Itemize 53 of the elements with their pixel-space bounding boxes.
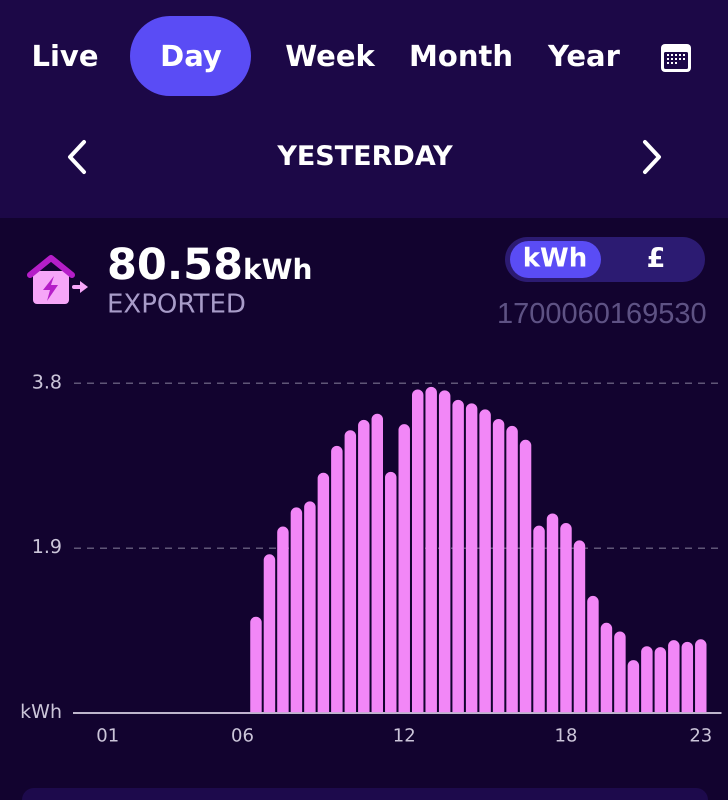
y-tick-label: 1.9 (32, 536, 62, 558)
text: YESTERDAY (277, 141, 453, 172)
bar (492, 418, 504, 712)
text: Month (409, 39, 513, 74)
bar (438, 390, 450, 712)
x-tick-label: 23 (689, 725, 712, 746)
text: Year (548, 39, 620, 74)
bar (654, 647, 666, 712)
bar (668, 640, 680, 712)
bar (290, 507, 302, 712)
bar (264, 554, 276, 712)
bar (614, 631, 626, 712)
bar (304, 501, 316, 712)
bar (277, 526, 289, 712)
y-tick-label: 3.8 (32, 371, 62, 394)
bar (546, 514, 558, 712)
bar (506, 426, 518, 712)
bar (574, 540, 586, 712)
bar (682, 642, 694, 712)
text: Day (160, 39, 222, 74)
x-tick-label: 06 (231, 725, 254, 746)
bar (331, 446, 343, 712)
bar (600, 622, 612, 712)
chart-subtitle: EXPORTED (107, 290, 246, 320)
bar (372, 414, 384, 712)
bar (425, 386, 437, 712)
bar (412, 389, 424, 712)
bar (479, 409, 491, 712)
bar (398, 424, 410, 712)
bar (560, 523, 572, 712)
bar (520, 440, 532, 712)
bar (695, 639, 707, 712)
bar (318, 472, 330, 712)
bar (641, 646, 653, 712)
text: kWh (522, 244, 588, 274)
bar (344, 430, 356, 712)
bar (250, 616, 262, 712)
bar (628, 660, 640, 712)
bar (466, 403, 478, 712)
text: 1700060169530 (497, 298, 707, 331)
y-tick-label: kWh (20, 700, 62, 723)
x-tick-label: 12 (392, 725, 416, 746)
chart-title: 80.58kWh (107, 240, 312, 290)
x-tick-label: 01 (96, 725, 120, 746)
x-tick-label: 18 (554, 725, 578, 746)
bar (358, 420, 370, 712)
text: Week (285, 39, 375, 74)
bar (533, 526, 545, 712)
bar (587, 596, 599, 712)
bar (385, 472, 396, 712)
text: Live (32, 39, 98, 74)
text: £ (646, 243, 666, 274)
bar (452, 400, 464, 712)
